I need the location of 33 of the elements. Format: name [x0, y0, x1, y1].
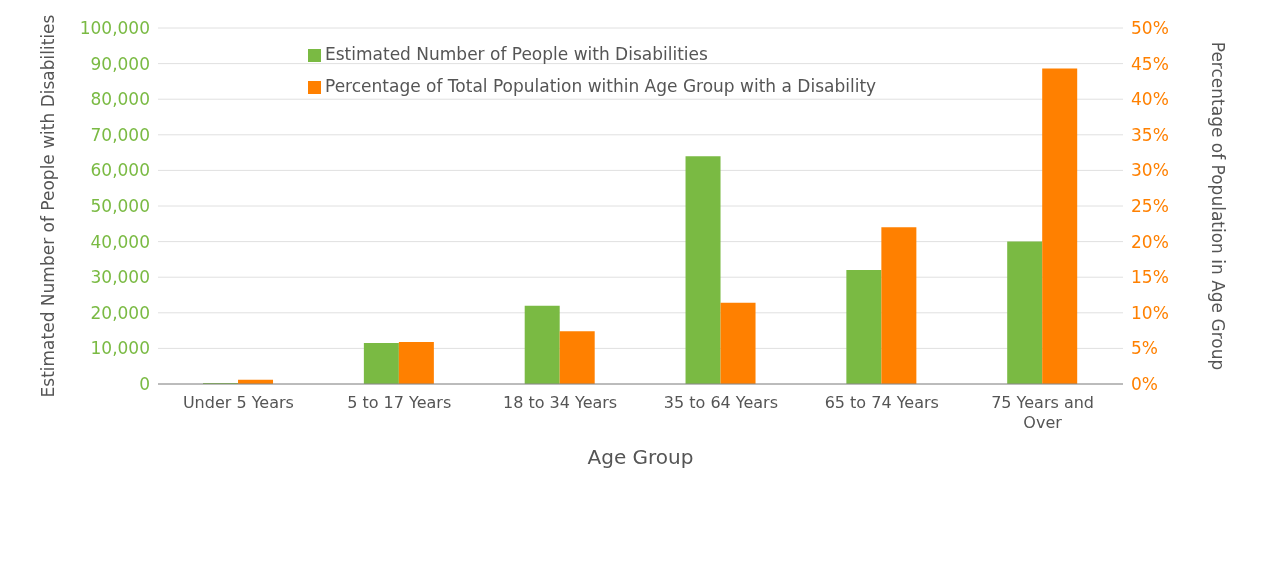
y2-tick-label: 20% [1131, 231, 1169, 252]
y-tick-label: 0 [139, 374, 150, 395]
x-tick-label: 18 to 34 Years [502, 393, 618, 412]
y-tick-label: 20,000 [90, 302, 150, 323]
y2-tick-label: 35% [1131, 124, 1169, 145]
y2-tick-label: 45% [1131, 53, 1169, 74]
y-tick-label: 40,000 [90, 231, 150, 252]
y2-tick-label: 0% [1131, 374, 1158, 395]
y-tick-label: 60,000 [90, 160, 150, 181]
y-tick-label: 90,000 [90, 53, 150, 74]
x-tick-label: 75 Years and Over [991, 393, 1095, 432]
y2-tick-label: 15% [1131, 267, 1169, 288]
y2-tick-label: 10% [1131, 302, 1169, 323]
y2-tick-label: 30% [1131, 160, 1169, 181]
x-tick-label: 35 to 64 Years [663, 393, 779, 412]
y2-axis-title: Percentage of Population in Age Group [1207, 41, 1228, 371]
y-axis-title: Estimated Number of People with Disabilities [38, 14, 59, 398]
legend-label: Percentage of Total Population within Age Group with a Disability [325, 76, 877, 96]
x-tick-label: 5 to 17 Years [347, 393, 452, 412]
legend-label: Estimated Number of People with Disabilities [325, 44, 708, 64]
y-tick-label: 80,000 [90, 89, 150, 110]
y-tick-label: 30,000 [90, 267, 150, 288]
x-axis-title: Age Group [587, 445, 694, 469]
y2-tick-label: 50% [1131, 18, 1169, 39]
y2-tick-label: 5% [1131, 338, 1158, 359]
y2-tick-label: 25% [1131, 196, 1169, 217]
x-tick-label: 65 to 74 Years [824, 393, 939, 412]
y-tick-label: 50,000 [90, 196, 150, 217]
y-tick-label: 70,000 [90, 124, 150, 145]
y-tick-label: 10,000 [90, 338, 150, 359]
y2-tick-label: 40% [1131, 89, 1169, 110]
x-tick-label: Under 5 Years [182, 393, 294, 412]
y-tick-label: 100,000 [79, 18, 150, 39]
